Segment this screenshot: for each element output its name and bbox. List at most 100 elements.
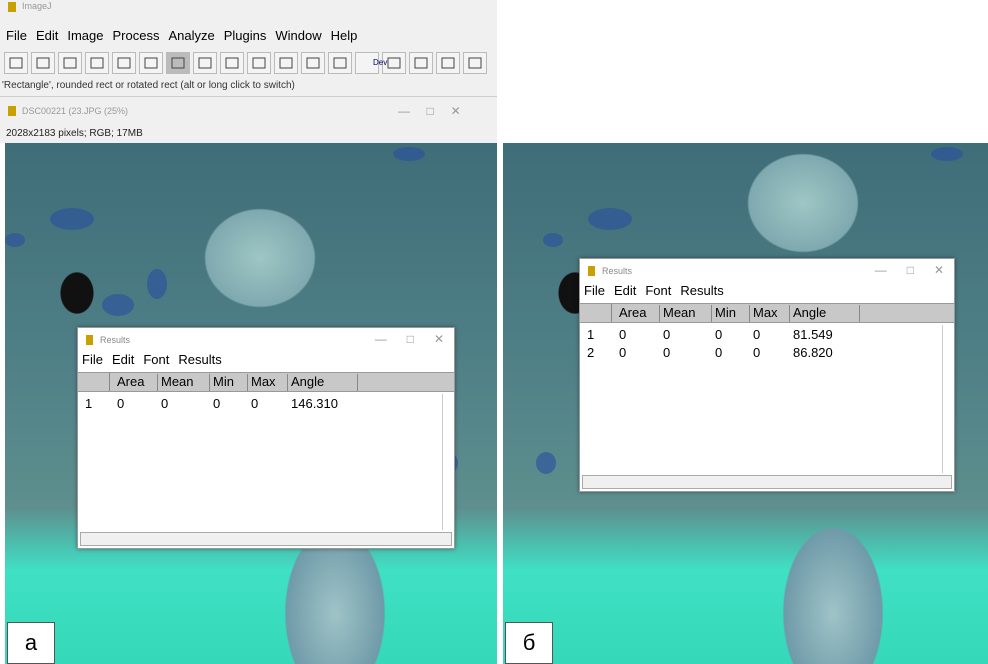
table-cell: 0 <box>663 327 670 342</box>
status-bar: 'Rectangle', rounded rect or rotated rec… <box>2 80 295 91</box>
window-icon <box>86 335 93 345</box>
table-cell: 81.549 <box>793 327 833 342</box>
menu-item[interactable]: Font <box>645 283 671 298</box>
window-controls-button[interactable]: — □ ✕ <box>375 332 444 346</box>
table-cell: 0 <box>619 327 626 342</box>
title-bar: Results — □ ✕ <box>580 259 954 283</box>
results-menu: File Edit Font Results <box>78 352 454 372</box>
stain <box>536 452 556 474</box>
app-icon <box>8 2 16 12</box>
image-info: 2028x2183 pixels; RGB; 17MB <box>6 128 143 139</box>
panel-label: б <box>505 622 553 664</box>
header-cell <box>78 373 110 391</box>
table-cell: 0 <box>117 396 124 411</box>
separator <box>0 96 497 97</box>
window-title: Results <box>602 266 632 276</box>
tool-button[interactable] <box>58 52 82 74</box>
menu-item[interactable]: File <box>82 352 103 367</box>
tool-button[interactable] <box>112 52 136 74</box>
table-cell: 1 <box>587 327 594 342</box>
menu-item[interactable]: Edit <box>112 352 134 367</box>
table-cell: 2 <box>587 345 594 360</box>
window-controls-button[interactable]: — □ ✕ <box>875 263 944 277</box>
stain <box>588 208 632 230</box>
table-cell: 0 <box>251 396 258 411</box>
menu-item[interactable]: Plugins <box>224 28 267 43</box>
menu-item[interactable]: Font <box>143 352 169 367</box>
stain <box>543 233 563 247</box>
tool-button[interactable] <box>85 52 109 74</box>
table-cell: 0 <box>715 345 722 360</box>
tool-button[interactable] <box>301 52 325 74</box>
stain <box>50 208 94 230</box>
tool-button[interactable] <box>193 52 217 74</box>
horizontal-scrollbar <box>582 475 952 489</box>
vertical-scrollbar <box>442 394 452 530</box>
dev-button[interactable]: Dev <box>373 58 387 67</box>
stain <box>393 147 425 161</box>
table-cell: 86.820 <box>793 345 833 360</box>
app-title: ImageJ <box>22 1 52 11</box>
table-cell: 0 <box>715 327 722 342</box>
menu-item[interactable]: Help <box>331 28 358 43</box>
tool-button[interactable] <box>4 52 28 74</box>
tool-button[interactable] <box>436 52 460 74</box>
menu-item[interactable]: Results <box>680 283 723 298</box>
column-header: Mean <box>660 305 712 322</box>
stain <box>102 294 134 316</box>
column-header: Min <box>712 305 750 322</box>
vertical-scrollbar <box>942 325 952 473</box>
panel-label: а <box>7 622 55 664</box>
column-header: Max <box>248 374 288 391</box>
window-controls[interactable]: — □ ✕ <box>398 104 461 118</box>
table-cell: 0 <box>663 345 670 360</box>
tool-button[interactable] <box>166 52 190 74</box>
menu-item[interactable]: Window <box>275 28 321 43</box>
title-bar: Results— □ ✕ <box>78 328 454 352</box>
table-cell: 0 <box>753 345 760 360</box>
menu-item[interactable]: Edit <box>36 28 58 43</box>
tool-button[interactable] <box>463 52 487 74</box>
column-header: Min <box>210 374 248 391</box>
menu-bar: File Edit Image Process Analyze Plugins Window… <box>6 28 366 43</box>
menu-item[interactable]: Edit <box>614 283 636 298</box>
menu-item[interactable]: Results <box>178 352 221 367</box>
image-title: DSC00221 (23.JPG (25%) <box>22 106 128 116</box>
stain <box>931 147 963 161</box>
stain <box>147 269 167 299</box>
column-header: Area <box>616 305 660 322</box>
menu-item[interactable]: Image <box>67 28 103 43</box>
table-cell: 0 <box>161 396 168 411</box>
column-header: Angle <box>790 305 860 322</box>
menu-item[interactable]: Analyze <box>168 28 214 43</box>
menu-item[interactable]: File <box>584 283 605 298</box>
tool-button[interactable] <box>247 52 271 74</box>
results-menu: File Edit Font Results <box>580 283 954 303</box>
tool-button[interactable] <box>409 52 433 74</box>
column-header: Angle <box>288 374 358 391</box>
menu-item[interactable]: File <box>6 28 27 43</box>
tool-button[interactable] <box>328 52 352 74</box>
table-cell: 146.310 <box>291 396 338 411</box>
tool-button[interactable] <box>220 52 244 74</box>
imagej-window: ImageJ File Edit Image Process Analyze Plugin… <box>0 0 497 143</box>
header-cell <box>580 304 612 322</box>
page: ImageJ File Edit Image Process Analyze Plugin… <box>0 0 988 664</box>
tool-button[interactable] <box>139 52 163 74</box>
tool-button[interactable] <box>274 52 298 74</box>
table-cell: 0 <box>213 396 220 411</box>
stain <box>5 233 25 247</box>
window-icon <box>588 266 595 276</box>
menu-item[interactable]: Process <box>113 28 160 43</box>
column-header: Max <box>750 305 790 322</box>
table-cell: 0 <box>619 345 626 360</box>
tool-button[interactable] <box>31 52 55 74</box>
table-cell: 1 <box>85 396 92 411</box>
table-cell: 0 <box>753 327 760 342</box>
